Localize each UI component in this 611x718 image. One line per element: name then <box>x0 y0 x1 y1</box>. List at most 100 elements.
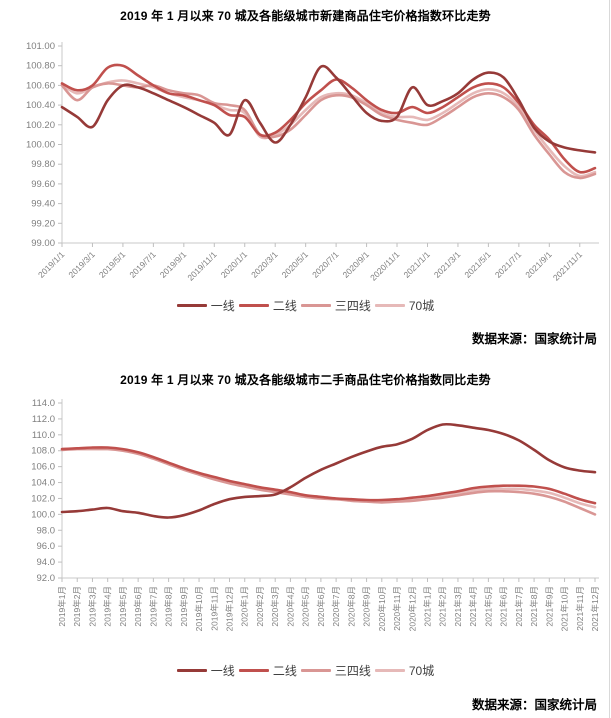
legend-item-三四线: 三四线 <box>300 297 371 314</box>
x-tick-label: 2021/11/1 <box>551 249 585 283</box>
legend-label: 三四线 <box>334 664 371 678</box>
x-tick-label: 2019/5/1 <box>97 249 128 280</box>
x-tick-label: 2019年5月 <box>118 586 128 627</box>
chart1-title: 2019 年 1 月以来 70 城及各能级城市新建商品住宅价格指数环比走势 <box>120 9 491 23</box>
x-tick-label: 2020/3/1 <box>249 249 280 280</box>
x-tick-label: 2020/7/1 <box>310 249 341 280</box>
x-tick-label: 2019/7/1 <box>127 249 158 280</box>
chart2-plot: 114.0 112.0 110.0 108.0 106.0 104.0 102.0 100.0… <box>31 398 600 631</box>
chart1-legend: 一线 二线 三四线 70城 <box>0 297 611 314</box>
legend-item-二线: 二线 <box>238 297 297 314</box>
legend-label: 一线 <box>210 664 235 678</box>
legend-swatch-icon <box>176 304 207 307</box>
legend-swatch-icon <box>238 669 269 672</box>
legend-swatch-icon <box>238 304 269 307</box>
y-tick-label: 100.20 <box>26 120 55 131</box>
x-tick-label: 2021/3/1 <box>432 249 463 280</box>
x-tick-label: 2019/1/1 <box>36 249 67 280</box>
line-二线 <box>60 446 597 505</box>
legend-item-一线: 一线 <box>176 297 235 314</box>
legend-label: 70城 <box>408 299 435 313</box>
legend-label: 三四线 <box>334 299 371 313</box>
x-tick-label: 2019年7月 <box>148 586 158 627</box>
y-tick-label: 96.0 <box>37 541 56 552</box>
legend-label: 二线 <box>272 664 297 678</box>
chart2-title: 2019 年 1 月以来 70 城及各能级城市二手商品住宅价格指数同比走势 <box>120 373 491 387</box>
x-axis-ticks: 2019年1月 2019年2月 2019年3月 2019年4月 2019年5月 2019年… <box>57 578 600 631</box>
y-tick-label: 100.80 <box>26 61 55 72</box>
x-tick-label: 2021年8月 <box>529 586 539 627</box>
x-tick-label: 2020年9月 <box>362 586 372 627</box>
x-tick-label: 2019年1月 <box>57 586 67 627</box>
x-tick-label: 2020年10月 <box>377 586 387 631</box>
x-tick-label: 2021年2月 <box>438 586 448 627</box>
legend-swatch-icon <box>374 669 405 672</box>
x-tick-label: 2020年12月 <box>407 586 417 631</box>
x-tick-label: 2019/11/1 <box>185 249 219 283</box>
x-tick-label: 2019年6月 <box>133 586 143 627</box>
x-tick-label: 2021年10月 <box>560 586 570 631</box>
x-tick-label: 2021年11月 <box>575 586 585 631</box>
x-tick-label: 2020年5月 <box>301 586 311 627</box>
x-tick-label: 2021年3月 <box>453 586 463 627</box>
y-tick-label: 108.0 <box>31 446 55 457</box>
x-tick-label: 2021/5/1 <box>462 249 493 280</box>
x-tick-label: 2021年9月 <box>544 586 554 627</box>
y-tick-label: 114.0 <box>32 398 55 409</box>
legend-label: 二线 <box>272 299 297 313</box>
window-edge <box>609 0 610 718</box>
y-tick-label: 104.0 <box>31 478 55 489</box>
x-tick-label: 2020年7月 <box>331 586 341 627</box>
y-tick-label: 110.0 <box>32 430 55 441</box>
y-tick-label: 101.00 <box>26 41 55 52</box>
axes <box>61 399 599 579</box>
y-tick-label: 98.0 <box>37 525 56 536</box>
line-一线 <box>60 64 597 154</box>
y-tick-label: 112.0 <box>32 414 55 425</box>
x-tick-label: 2019/3/1 <box>66 249 97 280</box>
y-tick-label: 99.20 <box>31 218 55 229</box>
legend-label: 一线 <box>210 299 235 313</box>
x-tick-label: 2019年10月 <box>194 586 204 631</box>
y-tick-label: 99.00 <box>31 238 55 249</box>
y-tick-label: 99.80 <box>31 159 55 170</box>
legend-item-70城: 70城 <box>374 297 435 314</box>
y-tick-label: 100.60 <box>26 80 55 91</box>
x-tick-label: 2020/5/1 <box>280 249 311 280</box>
x-tick-label: 2019年8月 <box>164 586 174 627</box>
x-tick-label: 2019年11月 <box>209 586 219 631</box>
axes <box>61 42 599 244</box>
chart1-source: 数据来源：国家统计局 <box>471 332 597 346</box>
x-tick-label: 2020年8月 <box>346 586 356 627</box>
x-tick-label: 2021年1月 <box>422 586 432 627</box>
legend-swatch-icon <box>374 304 405 307</box>
y-tick-label: 100.40 <box>26 100 55 111</box>
x-tick-label: 2021/1/1 <box>401 249 432 280</box>
x-tick-label: 2020/9/1 <box>341 249 372 280</box>
chart2-source: 数据来源：国家统计局 <box>471 698 597 712</box>
y-tick-label: 106.0 <box>31 462 55 473</box>
y-tick-label: 92.0 <box>37 573 56 584</box>
line-一线 <box>60 422 597 519</box>
legend-swatch-icon <box>176 669 207 672</box>
x-tick-label: 2019年2月 <box>72 586 82 627</box>
legend-swatch-icon <box>300 304 331 307</box>
x-tick-label: 2021/9/1 <box>523 249 554 280</box>
y-tick-label: 100.00 <box>26 140 55 151</box>
x-tick-label: 2020年11月 <box>392 586 402 631</box>
line-三四线 <box>60 447 597 516</box>
x-tick-label: 2019/9/1 <box>158 249 189 280</box>
legend-label: 70城 <box>408 664 435 678</box>
x-tick-label: 2019年9月 <box>179 586 189 627</box>
x-tick-label: 2020/1/1 <box>219 249 250 280</box>
x-tick-label: 2020年1月 <box>240 586 250 627</box>
chart2-legend: 一线 二线 三四线 70城 <box>0 662 611 679</box>
x-tick-label: 2021/7/1 <box>493 249 524 280</box>
y-axis-ticks: 101.00 100.80 100.60 100.40 100.20 100.00 99.8… <box>26 41 62 249</box>
y-tick-label: 99.40 <box>31 199 55 210</box>
x-tick-label: 2020年2月 <box>255 586 265 627</box>
y-axis-ticks: 114.0 112.0 110.0 108.0 106.0 104.0 102.0 100.0… <box>31 398 62 584</box>
x-tick-label: 2019年12月 <box>225 586 235 631</box>
x-tick-label: 2021年7月 <box>514 586 524 627</box>
y-tick-label: 94.0 <box>37 557 56 568</box>
